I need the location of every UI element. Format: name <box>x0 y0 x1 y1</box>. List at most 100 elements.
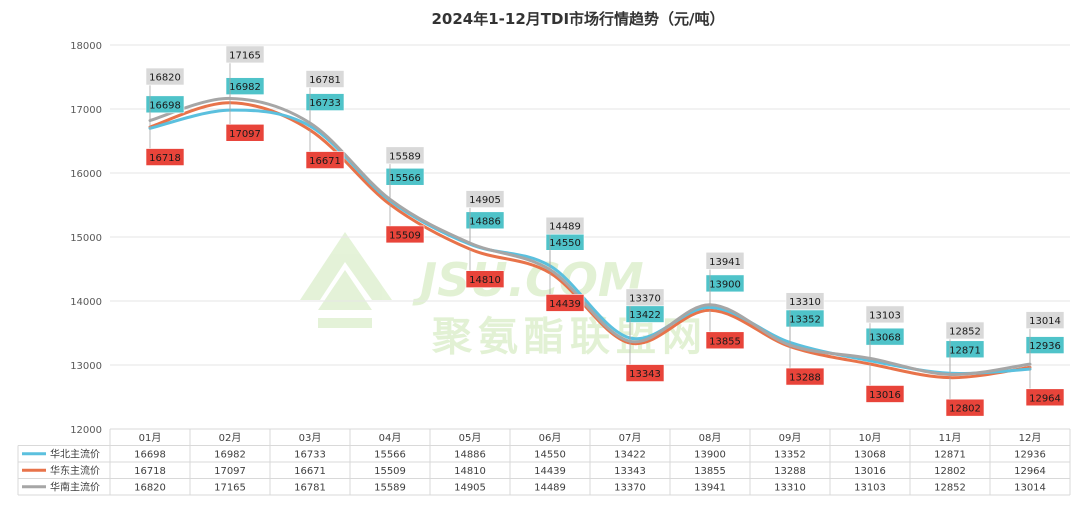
table-cell: 13855 <box>694 466 726 477</box>
table-cell: 15589 <box>374 483 406 494</box>
table-cell: 12871 <box>934 450 966 461</box>
data-label: 16698 <box>149 100 181 111</box>
data-label: 16781 <box>309 75 341 86</box>
data-label-box <box>545 294 585 312</box>
table-cell: 14439 <box>534 466 566 477</box>
table-cell: 14489 <box>534 483 566 494</box>
data-label: 12871 <box>949 345 981 356</box>
data-label-box <box>465 270 505 288</box>
table-cell: 14810 <box>454 466 486 477</box>
data-label-box <box>1025 388 1065 407</box>
data-label-box <box>225 123 265 142</box>
data-label-box <box>465 211 505 230</box>
x-tick-label: 05月 <box>459 432 482 444</box>
data-label: 16982 <box>229 82 261 93</box>
y-tick-label: 18000 <box>70 41 102 52</box>
y-tick-label: 13000 <box>70 361 102 372</box>
table-cell: 14905 <box>454 483 486 494</box>
data-label-box <box>385 167 425 186</box>
data-label: 14489 <box>549 222 581 233</box>
data-label-box <box>545 216 585 235</box>
data-label-box <box>305 151 345 169</box>
data-label-box <box>705 251 745 270</box>
data-label: 13343 <box>629 369 661 380</box>
table-cell: 13016 <box>854 466 886 477</box>
table-cell: 16671 <box>294 466 326 477</box>
data-label-box <box>785 309 825 328</box>
data-label-box <box>225 77 265 95</box>
data-label: 17165 <box>229 50 261 61</box>
data-label: 14439 <box>549 299 581 310</box>
data-label: 13352 <box>789 314 821 325</box>
x-tick-label: 12月 <box>1019 432 1042 444</box>
data-label: 16733 <box>309 98 341 109</box>
chart-title: 2024年1-12月TDI市场行情趋势（元/吨） <box>431 10 724 28</box>
data-label-box <box>945 321 985 340</box>
table-cell: 16781 <box>294 483 326 494</box>
x-tick-label: 03月 <box>299 432 322 444</box>
table-cell: 13352 <box>774 450 806 461</box>
data-label: 14886 <box>469 216 501 227</box>
table-cell: 14550 <box>534 450 566 461</box>
data-label: 13014 <box>1029 316 1061 327</box>
data-label-box <box>305 70 345 88</box>
y-tick-label: 12000 <box>70 425 102 436</box>
data-label: 12852 <box>949 326 981 337</box>
data-label: 13068 <box>869 333 901 344</box>
data-label: 14905 <box>469 195 501 206</box>
series-line <box>148 108 1032 376</box>
legend-label: 华北主流价 <box>50 448 100 461</box>
data-label: 16671 <box>309 156 341 167</box>
x-tick-label: 07月 <box>619 432 642 444</box>
data-label-box <box>625 364 665 382</box>
data-label-box <box>785 292 825 310</box>
data-label: 12802 <box>949 404 981 415</box>
data-label: 15509 <box>389 230 421 241</box>
data-label-box <box>385 146 425 165</box>
data-label-box <box>1025 336 1065 354</box>
data-label-box <box>625 288 665 307</box>
x-tick-label: 06月 <box>539 432 562 444</box>
data-label: 13310 <box>789 297 821 308</box>
data-label: 13900 <box>709 279 741 290</box>
data-label-box <box>865 327 905 346</box>
data-label-box <box>225 45 265 64</box>
data-label-box <box>945 340 985 359</box>
table-cell: 16733 <box>294 450 326 461</box>
data-label-box <box>865 385 905 403</box>
data-label: 16718 <box>149 153 181 164</box>
y-tick-label: 14000 <box>70 297 102 308</box>
table-cell: 13310 <box>774 483 806 494</box>
table-cell: 16820 <box>134 483 166 494</box>
data-label-box <box>305 93 345 111</box>
data-label-box <box>145 95 185 114</box>
data-label-box <box>465 190 505 208</box>
table-cell: 12852 <box>934 483 966 494</box>
y-tick-label: 16000 <box>70 169 102 180</box>
data-label: 13941 <box>709 257 741 268</box>
data-label: 14550 <box>549 238 581 249</box>
data-label: 13016 <box>869 390 901 401</box>
legend-label: 华东主流价 <box>50 464 100 477</box>
series-line <box>148 96 1032 376</box>
table-cell: 13343 <box>614 466 646 477</box>
data-label: 13103 <box>869 310 901 321</box>
x-tick-label: 09月 <box>779 432 802 444</box>
table-cell: 13288 <box>774 466 806 477</box>
watermark-text: 聚氨酯联盟网 <box>431 314 708 360</box>
y-tick-label: 15000 <box>70 233 102 244</box>
data-label: 16820 <box>149 73 181 84</box>
data-label: 13855 <box>709 336 741 347</box>
data-label: 14810 <box>469 275 501 286</box>
table-cell: 13370 <box>614 483 646 494</box>
table-cell: 15509 <box>374 466 406 477</box>
data-label-box <box>145 67 185 86</box>
table-cell: 13941 <box>694 483 726 494</box>
table-cell: 13900 <box>694 450 726 461</box>
data-label-box <box>705 274 745 293</box>
data-label: 15589 <box>389 151 421 162</box>
table-cell: 15566 <box>374 450 406 461</box>
data-label: 12964 <box>1029 393 1061 404</box>
data-label-box <box>705 331 745 350</box>
